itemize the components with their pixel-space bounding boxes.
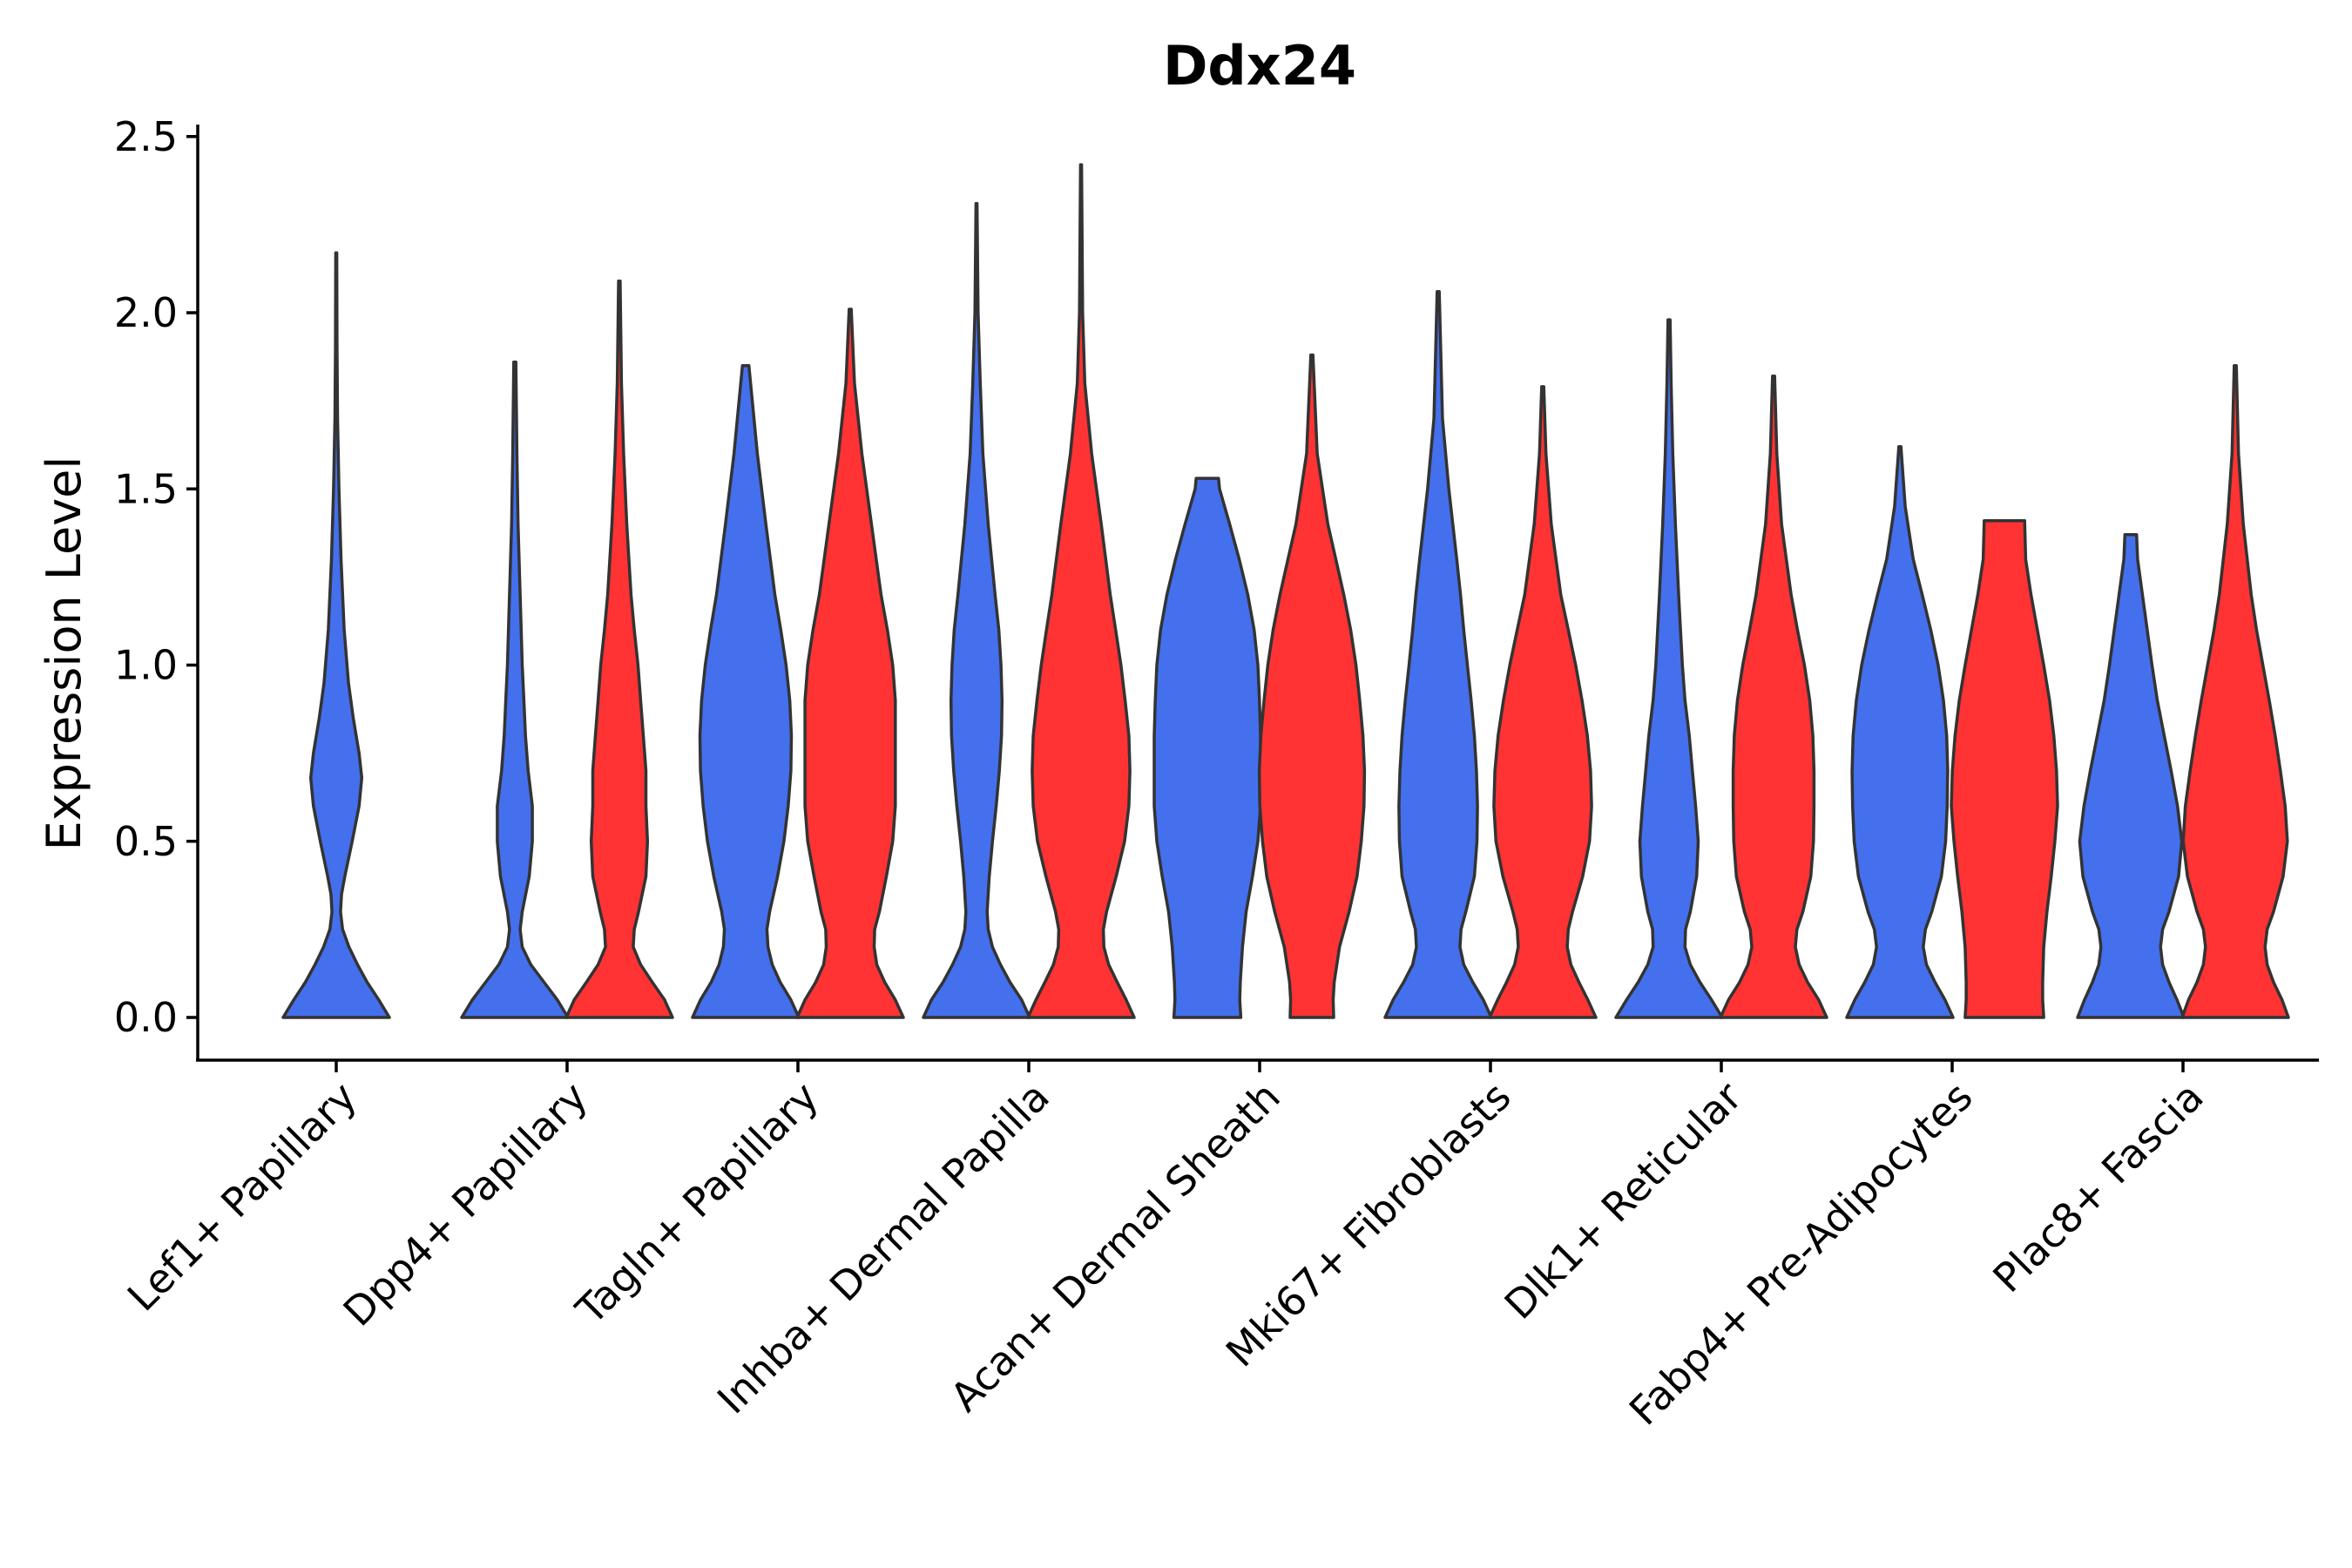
violin-group2 xyxy=(795,308,905,1019)
violin-group1 xyxy=(2076,533,2186,1019)
violin-group2 xyxy=(1488,385,1598,1019)
violin-group2 xyxy=(2180,363,2290,1019)
violin-group1 xyxy=(1383,289,1493,1019)
y-tick-label: 1.0 xyxy=(114,642,178,689)
violin-group2 xyxy=(1719,375,1828,1019)
violin-group2 xyxy=(1257,353,1367,1019)
y-tick-label: 0.5 xyxy=(114,818,178,865)
y-tick-label: 2.5 xyxy=(114,113,178,160)
violin-group1 xyxy=(691,363,801,1019)
violin-group1 xyxy=(1614,318,1724,1019)
chart-title: Ddx24 xyxy=(1163,34,1356,98)
violin-group2 xyxy=(1026,163,1136,1019)
violin-group2 xyxy=(1950,518,2059,1019)
violin-group1 xyxy=(1152,476,1262,1019)
y-tick-label: 0.0 xyxy=(114,994,178,1041)
y-axis-ticks: 0.0 0.5 1.0 1.5 2.0 2.5 xyxy=(114,113,198,1041)
violin-group1 xyxy=(281,251,391,1019)
violin-group xyxy=(281,163,2290,1019)
violin-group1 xyxy=(922,201,1031,1019)
violin-group1 xyxy=(460,360,570,1019)
violin-group1 xyxy=(1845,444,1955,1019)
y-tick-label: 2.0 xyxy=(114,289,178,336)
y-axis-label: Expression Level xyxy=(37,456,91,851)
y-tick-label: 1.5 xyxy=(114,465,178,512)
violin-group2 xyxy=(564,279,674,1019)
